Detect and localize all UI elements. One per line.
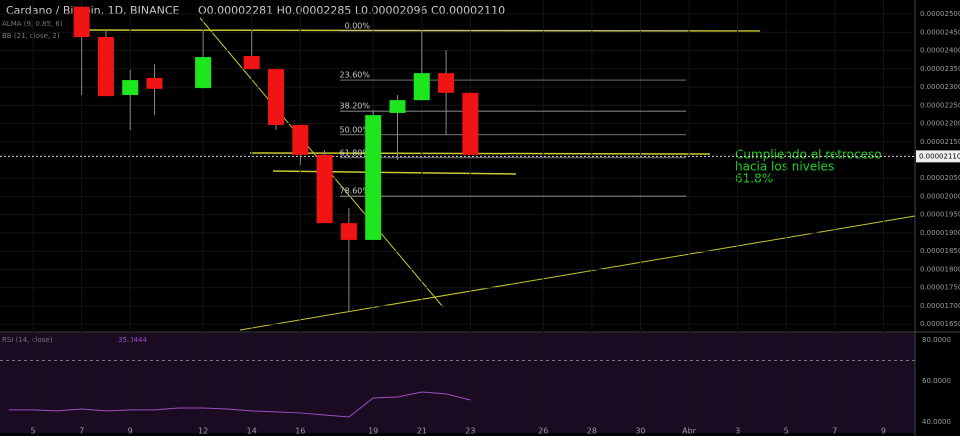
y-tick-label: 0.00002250 <box>920 101 960 109</box>
candle-body <box>292 124 309 155</box>
x-tick-label: 5 <box>784 427 789 436</box>
y-tick-label: 0.00001850 <box>920 247 960 255</box>
y-tick-label: 0.00001800 <box>920 265 960 273</box>
x-tick-label: Abr <box>682 427 697 436</box>
x-tick-label: 19 <box>368 427 378 436</box>
fib-label: 38.20% <box>339 102 370 111</box>
trend-line <box>249 152 711 155</box>
y-tick-label: 0.00002150 <box>920 138 960 146</box>
x-tick-label: 16 <box>295 427 305 436</box>
rsi-label: RSI (14, close) <box>2 336 53 344</box>
x-tick-label: 30 <box>635 427 645 436</box>
y-tick-label: 0.00002400 <box>920 47 960 55</box>
rsi-background <box>0 333 915 433</box>
y-tick-label: 0.00002050 <box>920 174 960 182</box>
y-tick-label: 0.00002200 <box>920 120 960 128</box>
x-tick-label: 9 <box>128 427 133 436</box>
rsi-tick-label: 40.0000 <box>922 418 951 426</box>
x-tick-label: 12 <box>198 427 208 436</box>
candle-body <box>268 69 285 125</box>
last-price-label: 0.00002110 <box>919 152 960 160</box>
candle-body <box>413 73 430 101</box>
trend-line <box>239 215 916 331</box>
candle-body <box>146 77 163 89</box>
fib-label: 78.60% <box>339 187 370 196</box>
y-tick-label: 0.00002350 <box>920 65 960 73</box>
x-tick-label: 21 <box>417 427 427 436</box>
indicator-label: ALMA (9, 0.85, 6) <box>2 20 63 28</box>
candle-body <box>389 100 406 113</box>
rsi-value: 35.0444 <box>118 336 147 344</box>
rsi-tick-label: 60.0000 <box>922 377 951 385</box>
x-tick-label: 9 <box>881 427 886 436</box>
candle-body <box>340 223 357 240</box>
candle-body <box>316 154 333 224</box>
candle-body <box>122 80 139 96</box>
x-tick-label: 28 <box>587 427 597 436</box>
y-tick-label: 0.00001950 <box>920 211 960 219</box>
y-tick-label: 0.00001700 <box>920 302 960 310</box>
y-tick-label: 0.00002450 <box>920 28 960 36</box>
x-tick-label: 14 <box>247 427 257 436</box>
indicator-label: BB (21, close, 2) <box>2 32 60 40</box>
candle-body <box>243 55 260 70</box>
fib-label: 61.80% <box>339 148 370 157</box>
ohlc: O0.00002281 H0.00002285 L0.00002096 C0.0… <box>198 4 505 17</box>
fib-label: 0.00% <box>345 21 371 30</box>
last-price-box <box>916 150 960 163</box>
fib-label: 50.00% <box>339 125 370 134</box>
y-tick-label: 0.00002000 <box>920 192 960 200</box>
y-tick-label: 0.00001900 <box>920 229 960 237</box>
x-tick-label: 23 <box>465 427 475 436</box>
y-tick-label: 0.00001650 <box>920 320 960 328</box>
y-tick-label: 0.00001750 <box>920 284 960 292</box>
candle-body <box>365 115 382 240</box>
trend-line <box>272 170 517 175</box>
x-tick-label: 7 <box>79 427 84 436</box>
x-tick-label: 7 <box>832 427 837 436</box>
x-tick-label: 5 <box>30 427 35 436</box>
x-tick-label: 26 <box>538 427 548 436</box>
fib-label: 23.60% <box>339 71 370 80</box>
x-tick-label: 3 <box>735 427 740 436</box>
candle-body <box>438 73 455 93</box>
rsi-line <box>8 391 471 418</box>
annotation: hacia los niveles <box>735 160 834 174</box>
candle-body <box>97 37 114 97</box>
candle-body <box>462 92 479 155</box>
symbol: Cardano / Bitcoin, 1D, BINANCE <box>6 4 180 17</box>
annotation: Cumpliendo el retroceso <box>735 148 882 162</box>
y-tick-label: 0.00002300 <box>920 83 960 91</box>
y-tick-label: 0.00002500 <box>920 10 960 18</box>
rsi-tick-label: 80.0000 <box>922 336 951 344</box>
candle-body <box>195 57 212 89</box>
candle-body <box>73 6 90 38</box>
